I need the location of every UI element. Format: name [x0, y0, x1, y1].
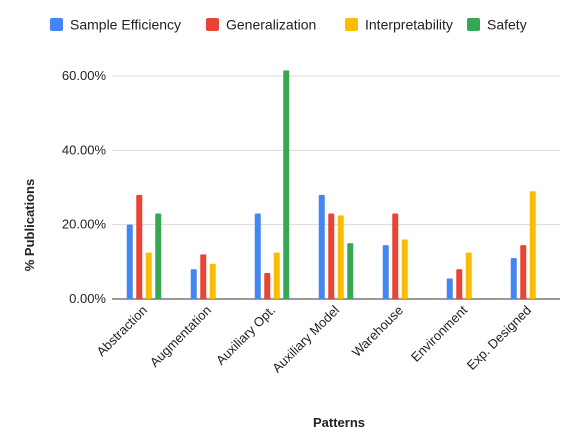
bar-interpretability	[466, 253, 472, 299]
legend: Sample Efficiency Generalization Interpret…	[50, 17, 527, 33]
bar-sample-efficiency	[383, 245, 389, 299]
bar-interpretability	[210, 264, 216, 299]
y-axis-title: % Publications	[22, 179, 37, 271]
bar-interpretability	[338, 215, 344, 299]
bar-interpretability	[274, 253, 280, 299]
x-tick-label: Augmentation	[147, 303, 214, 370]
y-tick-label: 20.00%	[62, 217, 107, 232]
x-tick-label: Auxiliary Model	[269, 302, 342, 375]
axes: 0.00% 20.00% 40.00% 60.00% AbstractionAugmen…	[62, 68, 534, 375]
bar-sample-efficiency	[255, 214, 261, 299]
bar-interpretability	[402, 240, 408, 299]
bar-generalization	[136, 195, 142, 299]
legend-label: Interpretability	[365, 17, 453, 33]
bar-interpretability	[530, 191, 536, 299]
bar-generalization	[456, 269, 462, 299]
bar-interpretability	[146, 253, 152, 299]
x-axis-title: Patterns	[313, 415, 365, 430]
bar-sample-efficiency	[319, 195, 325, 299]
x-tick-label: Environment	[408, 302, 470, 364]
bar-generalization	[200, 254, 206, 299]
bar-sample-efficiency	[447, 279, 453, 299]
bar-generalization	[520, 245, 526, 299]
legend-swatch	[345, 18, 358, 31]
bar-safety	[155, 214, 161, 299]
y-tick-label: 60.00%	[62, 68, 107, 83]
legend-label: Sample Efficiency	[70, 17, 181, 33]
x-tick-label: Abstraction	[94, 303, 151, 360]
legend-swatch	[206, 18, 219, 31]
legend-swatch	[467, 18, 480, 31]
bar-generalization	[392, 214, 398, 299]
bars	[127, 70, 536, 299]
bar-sample-efficiency	[191, 269, 197, 299]
gridlines	[112, 76, 560, 299]
x-tick-label: Exp. Designed	[464, 303, 534, 373]
bar-generalization	[328, 214, 334, 299]
bar-safety	[347, 243, 353, 299]
bar-generalization	[264, 273, 270, 299]
bar-sample-efficiency	[511, 258, 517, 299]
legend-label: Generalization	[226, 17, 316, 33]
legend-swatch	[50, 18, 63, 31]
y-tick-label: 40.00%	[62, 142, 107, 157]
legend-label: Safety	[487, 17, 527, 33]
bar-safety	[283, 70, 289, 299]
y-tick-label: 0.00%	[69, 291, 106, 306]
x-tick-label: Auxiliary Opt.	[213, 303, 278, 368]
x-tick-label: Warehouse	[349, 303, 406, 360]
bar-sample-efficiency	[127, 225, 133, 299]
